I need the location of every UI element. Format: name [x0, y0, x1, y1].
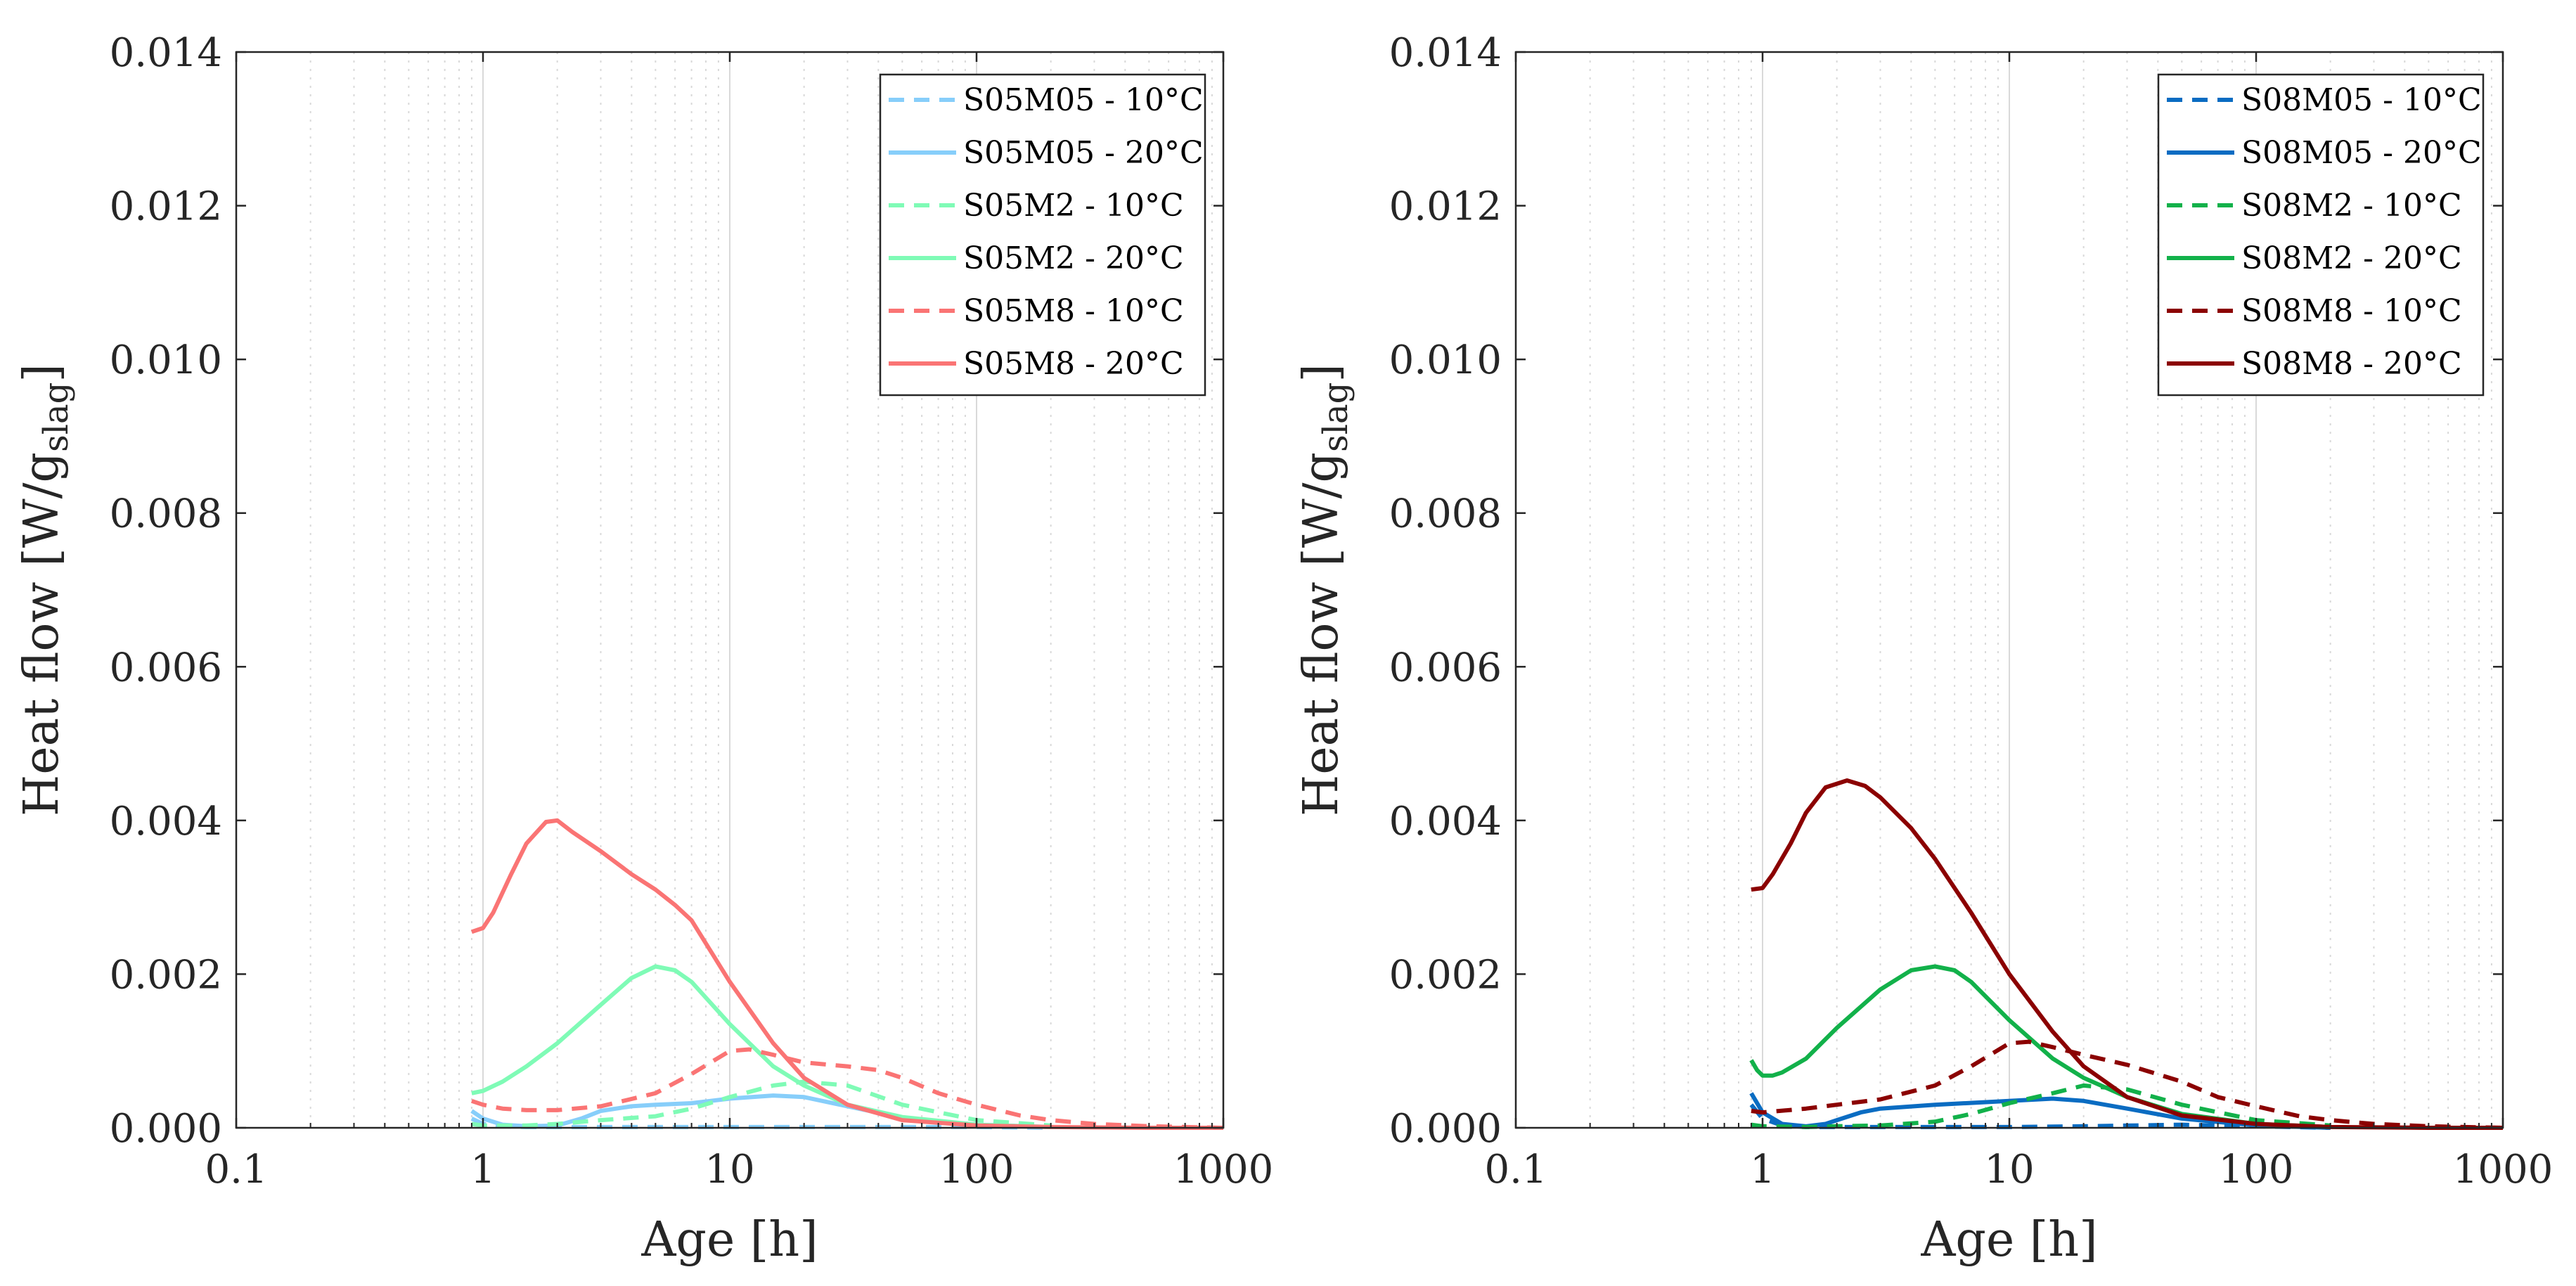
legend-label: S05M05 - 10°C — [963, 82, 1204, 118]
x-tick-label: 1 — [470, 1147, 496, 1192]
x-tick-label: 0.1 — [205, 1147, 267, 1192]
x-axis-label: Age [h] — [1920, 1212, 2097, 1268]
series-line-s08m8-20-c — [1751, 778, 2503, 1130]
y-tick-label: 0.012 — [1389, 184, 1502, 230]
y-tick-label: 0.000 — [110, 1106, 222, 1152]
legend-label: S05M8 - 10°C — [963, 293, 1184, 329]
x-axis-label: Age [h] — [640, 1212, 818, 1268]
legend-label: S08M8 - 10°C — [2241, 293, 2462, 329]
series-line-s08m2-10-c — [1751, 1083, 2331, 1129]
legend-label: S08M05 - 10°C — [2241, 82, 2482, 118]
y-tick-label: 0.002 — [110, 952, 222, 998]
x-tick-label: 10 — [704, 1147, 754, 1192]
series-line-s08m05-20-c — [1749, 1092, 2331, 1130]
x-tick-label: 0.1 — [1484, 1147, 1547, 1192]
y-tick-label: 0.008 — [110, 491, 222, 537]
legend-label: S08M05 - 20°C — [2241, 135, 2482, 171]
y-tick-label: 0.010 — [110, 337, 222, 383]
x-tick-label: 100 — [2219, 1147, 2294, 1192]
x-tick-label: 10 — [1984, 1147, 2034, 1192]
y-tick-label: 0.004 — [1389, 799, 1502, 844]
y-tick-label: 0.012 — [110, 184, 222, 230]
legend: S08M05 - 10°C S08M05 - 20°C S08M2 - 10°C S0… — [2157, 73, 2485, 397]
series-line-s05m2-10-c — [471, 1079, 1051, 1128]
x-axis: 0.1 1 10 100 1000 — [1484, 52, 2553, 1192]
legend-label: S05M05 - 20°C — [963, 135, 1204, 171]
series-lines — [470, 818, 1224, 1130]
right-chart-panel: 0.1 1 10 100 10000.0000.0020.0040.0060.0080.… — [1294, 30, 2553, 1268]
legend-label: S05M2 - 20°C — [963, 240, 1184, 276]
y-tick-label: 0.004 — [110, 799, 222, 844]
y-tick-label: 0.000 — [1389, 1106, 1502, 1152]
x-tick-label: 1000 — [2453, 1147, 2554, 1192]
legend-box — [879, 73, 1206, 397]
y-tick-label: 0.006 — [1389, 645, 1502, 690]
legend-label: S08M2 - 10°C — [2241, 188, 2462, 224]
y-axis-label: Heat flow [W/gslag] — [1294, 364, 1355, 816]
y-tick-label: 0.014 — [1389, 30, 1502, 76]
y-tick-label: 0.008 — [1389, 491, 1502, 537]
x-tick-label: 1 — [1750, 1147, 1775, 1192]
y-axis-label: Heat flow [W/gslag] — [14, 364, 76, 816]
x-axis: 0.1 1 10 100 1000 — [205, 52, 1273, 1192]
y-tick-label: 0.002 — [1389, 952, 1502, 998]
y-tick-label: 0.010 — [1389, 337, 1502, 383]
legend-label: S05M2 - 10°C — [963, 188, 1184, 224]
y-tick-label: 0.014 — [110, 30, 222, 76]
x-tick-label: 1000 — [1173, 1147, 1274, 1192]
y-tick-label: 0.006 — [110, 645, 222, 690]
y-axis: 0.000 0.002 0.004 0.006 0.008 0.010 0.012 0.014 — [1389, 30, 2503, 1152]
left-chart-panel: 0.1 1 10 100 10000.0000.0020.0040.0060.0080.… — [14, 30, 1273, 1268]
legend: S05M05 - 10°C S05M05 - 20°C S05M2 - 10°C S0… — [879, 73, 1206, 397]
legend-box — [2157, 73, 2485, 397]
x-tick-label: 100 — [939, 1147, 1015, 1192]
legend-label: S08M2 - 20°C — [2241, 240, 2462, 276]
legend-label: S05M8 - 20°C — [963, 346, 1184, 382]
series-line-s05m8-20-c — [470, 818, 1223, 1130]
y-axis: 0.000 0.002 0.004 0.006 0.008 0.010 0.012 0.014 — [110, 30, 1223, 1152]
legend-label: S08M8 - 20°C — [2241, 346, 2462, 382]
